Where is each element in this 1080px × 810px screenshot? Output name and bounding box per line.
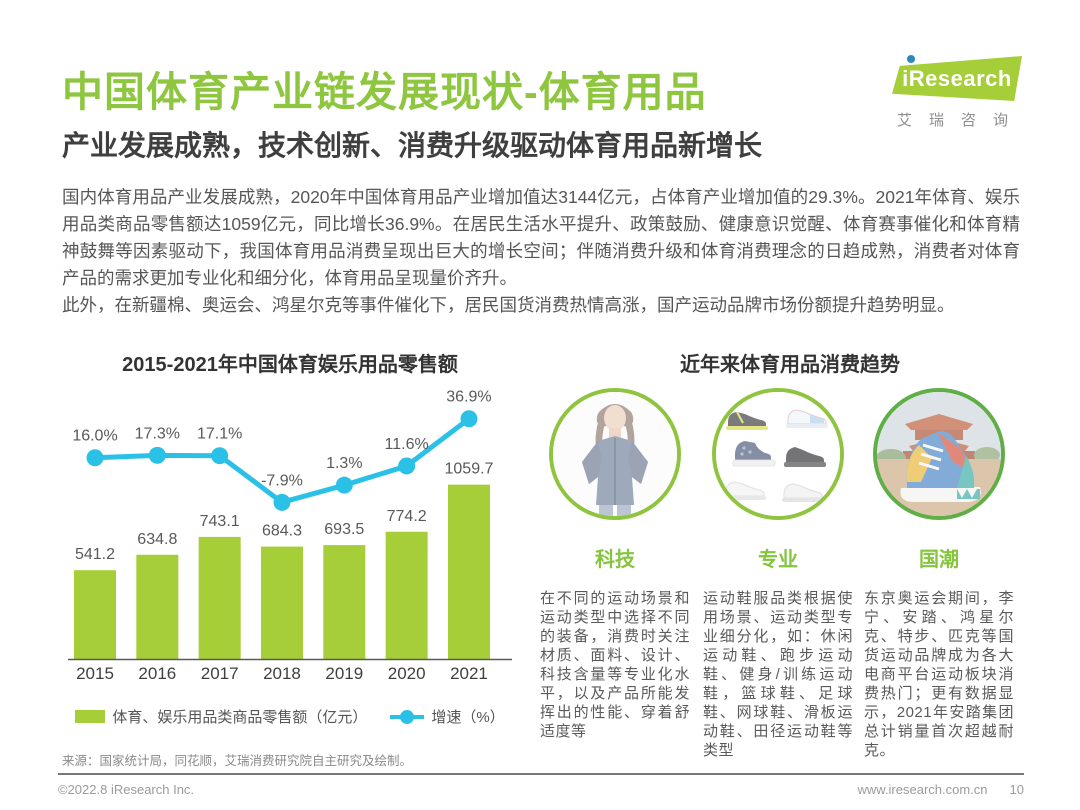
bar-legend-label: 体育、娱乐用品类商品零售额（亿元） — [112, 709, 368, 726]
svg-text:17.3%: 17.3% — [135, 425, 180, 442]
trends-title: 近年来体育用品消费趋势 — [680, 354, 900, 376]
svg-text:1.3%: 1.3% — [326, 455, 362, 472]
bar-legend-swatch — [75, 710, 106, 723]
svg-text:-7.9%: -7.9% — [261, 472, 303, 489]
svg-text:1059.7: 1059.7 — [445, 461, 494, 478]
trend-text-professional: 运动鞋服品类根据使用场景、运动类型专业细分化，如：休闲运动鞋、跑步运动鞋、健身/… — [703, 590, 853, 759]
iresearch-logo-chinese: 艾瑞咨询 — [897, 112, 1026, 129]
line-legend-swatch — [390, 709, 425, 724]
svg-text:684.3: 684.3 — [262, 523, 302, 540]
trend-label-technology: 科技 — [595, 549, 635, 571]
svg-text:2020: 2020 — [388, 664, 426, 683]
svg-text:743.1: 743.1 — [200, 513, 240, 530]
trend-text-technology: 在不同的运动场景和运动类型中选择不同的装备，消费时关注材质、面料、设计、科技含量… — [540, 590, 690, 740]
svg-text:541.2: 541.2 — [75, 546, 115, 563]
trend-label-guochao: 国潮 — [919, 549, 959, 571]
intro-paragraph-1: 国内体育用品产业发展成熟，2020年中国体育用品产业增加值达3144亿元，占体育… — [62, 187, 1020, 288]
line-legend-dot — [400, 709, 415, 724]
svg-text:2018: 2018 — [263, 664, 301, 683]
retail-sales-chart-svg: 2015 2016 2017 2018 2019 2020 2021 541.2 634.8 74… — [68, 389, 512, 683]
logo-i-dot — [907, 55, 915, 63]
svg-text:634.8: 634.8 — [137, 531, 177, 548]
footer-website: www.iresearch.com.cn — [857, 782, 988, 797]
page-title: 中国体育产业链发展现状-体育用品 — [62, 69, 707, 115]
iresearch-logo-text: iResearch — [902, 65, 1012, 91]
iresearch-logo: iResearch 艾瑞咨询 — [892, 55, 1026, 130]
sneakers-collection-illustration — [716, 392, 840, 516]
svg-text:693.5: 693.5 — [324, 521, 364, 538]
svg-text:16.0%: 16.0% — [72, 428, 117, 445]
chart-legend: 体育、娱乐用品类商品零售额（亿元） 增速（%） — [60, 706, 520, 727]
guochao-sneaker-photo — [873, 388, 1005, 520]
intro-paragraphs: 国内体育用品产业发展成熟，2020年中国体育用品产业增加值达3144亿元，占体育… — [62, 184, 1020, 319]
footer-divider — [58, 773, 1024, 775]
female-sportswear-photo — [549, 388, 681, 520]
svg-text:36.9%: 36.9% — [446, 389, 491, 406]
svg-text:2017: 2017 — [201, 664, 239, 683]
footer-page-number: 10 — [1009, 782, 1024, 797]
svg-text:17.1%: 17.1% — [197, 426, 242, 443]
svg-text:2016: 2016 — [138, 664, 176, 683]
page-subtitle: 产业发展成熟，技术创新、消费升级驱动体育用品新增长 — [62, 130, 763, 161]
chart-title: 2015-2021年中国体育娱乐用品零售额 — [122, 354, 458, 376]
svg-text:2019: 2019 — [325, 664, 363, 683]
trend-text-guochao: 东京奥运会期间，李宁、安踏、鸿星尔克、特步、匹克等国货运动品牌成为各大电商平台运… — [864, 590, 1014, 759]
trend-label-professional: 专业 — [758, 549, 798, 571]
source-note: 来源：国家统计局，同花顺，艾瑞消费研究院自主研究及绘制。 — [62, 754, 413, 768]
line-legend-label: 增速（%） — [431, 709, 505, 726]
footer-copyright: ©2022.8 iResearch Inc. — [58, 782, 195, 797]
svg-text:2021: 2021 — [450, 664, 488, 683]
female-sportswear-illustration — [553, 392, 677, 516]
trend-item-guochao: 国潮 东京奥运会期间，李宁、安踏、鸿星尔克、特步、匹克等国货运动品牌成为各大电商… — [864, 388, 1014, 760]
svg-text:11.6%: 11.6% — [385, 436, 429, 453]
guochao-sneaker-illustration — [877, 392, 1001, 516]
svg-text:774.2: 774.2 — [387, 508, 427, 525]
intro-paragraph-2: 此外，在新疆棉、奥运会、鸿星尔克等事件催化下，居民国货消费热情高涨，国产运动品牌… — [62, 295, 955, 315]
footer: ©2022.8 iResearch Inc. www.iresearch.com… — [58, 782, 1024, 797]
iresearch-logo-shape: iResearch — [892, 56, 1022, 101]
retail-sales-chart: 2015 2016 2017 2018 2019 2020 2021 541.2 634.8 74… — [60, 386, 520, 686]
svg-text:2015: 2015 — [76, 664, 114, 683]
trend-item-technology: 科技 在不同的运动场景和运动类型中选择不同的装备，消费时关注材质、面料、设计、科… — [540, 388, 690, 741]
trend-item-professional: 专业 运动鞋服品类根据使用场景、运动类型专业细分化，如：休闲运动鞋、跑步运动鞋、… — [703, 388, 853, 760]
sneakers-collection-photo — [712, 388, 844, 520]
